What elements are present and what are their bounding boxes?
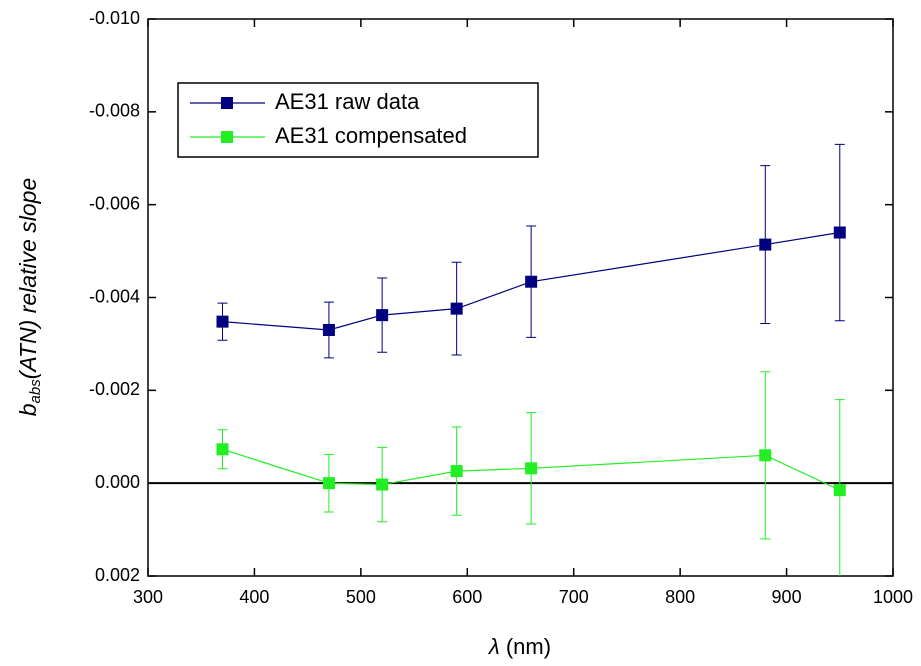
marker	[759, 449, 772, 462]
y-label-sub: abs	[27, 379, 44, 404]
y-label-rest: (ATN) relative slope	[15, 178, 41, 380]
marker	[322, 323, 335, 336]
plot-area	[216, 143, 846, 576]
marker	[376, 478, 389, 491]
marker	[833, 484, 846, 497]
legend-label: AE31 raw data	[275, 89, 420, 114]
legend-marker	[221, 97, 233, 109]
y-tick-label: -0.004	[89, 286, 140, 306]
marker	[322, 477, 335, 490]
legend-box	[177, 82, 539, 158]
marker	[525, 275, 538, 288]
marker	[216, 443, 229, 456]
marker	[759, 238, 772, 251]
x-tick-label: 400	[239, 587, 269, 607]
y-axis-label: babs(ATN) relative slope	[15, 178, 44, 417]
x-axis-label: λ (nm)	[488, 634, 551, 659]
x-tick-label: 600	[452, 587, 482, 607]
legend-label: AE31 compensated	[275, 123, 467, 148]
marker	[376, 309, 389, 322]
y-tick-label: -0.006	[89, 193, 140, 213]
y-tick-label: -0.002	[89, 379, 140, 399]
y-tick-label: -0.010	[89, 8, 140, 28]
x-tick-label: 900	[772, 587, 802, 607]
marker	[450, 302, 463, 315]
marker	[450, 465, 463, 478]
marker	[833, 226, 846, 239]
x-tick-label: 700	[559, 587, 589, 607]
y-tick-label: 0.002	[95, 565, 140, 585]
y-label-main: b	[15, 403, 41, 416]
x-tick-label: 1000	[873, 587, 913, 607]
x-label-symbol: λ	[488, 634, 500, 659]
x-tick-label: 800	[665, 587, 695, 607]
y-tick-label: -0.008	[89, 101, 140, 121]
legend-marker	[221, 131, 233, 143]
x-tick-label: 300	[133, 587, 163, 607]
x-tick-label: 500	[346, 587, 376, 607]
marker	[525, 462, 538, 475]
x-label-unit: (nm)	[506, 634, 551, 659]
y-tick-label: 0.000	[95, 472, 140, 492]
marker	[216, 315, 229, 328]
